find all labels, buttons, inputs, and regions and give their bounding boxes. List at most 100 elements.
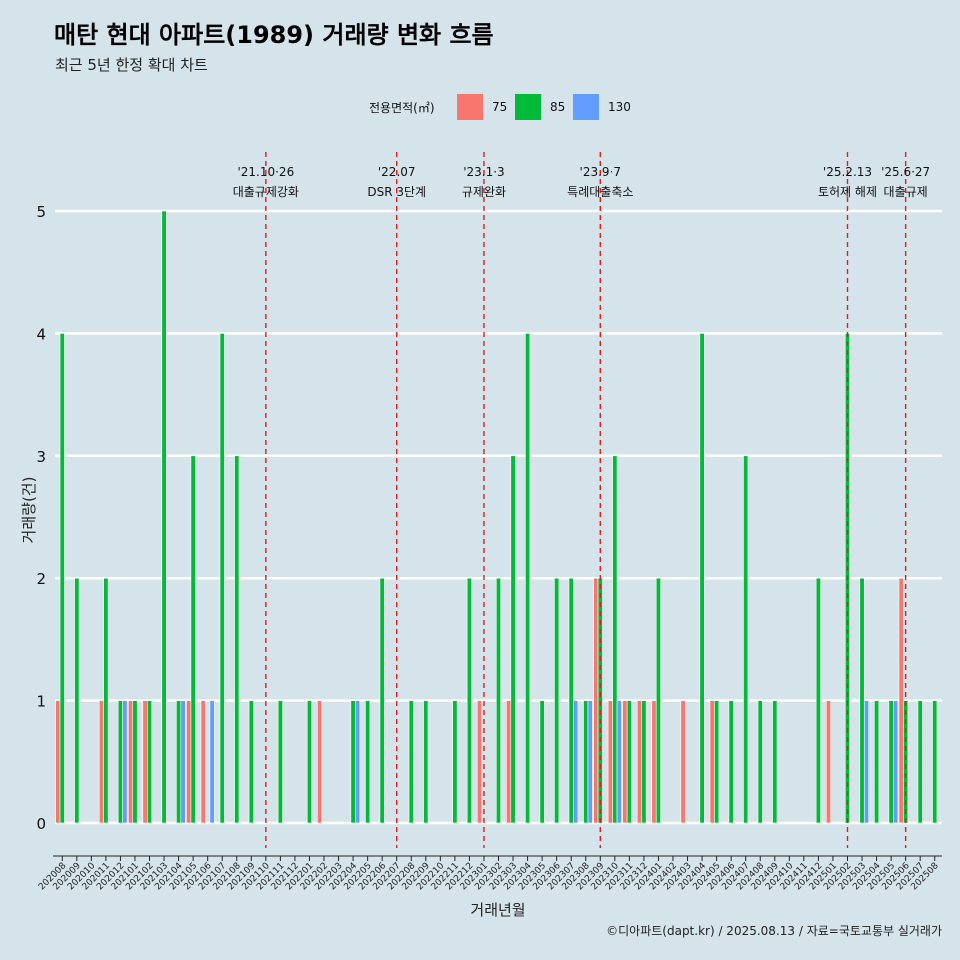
y-tick-label: 1 xyxy=(36,693,46,711)
chart-title: 매탄 현대 아파트(1989) 거래량 변화 흐름 xyxy=(54,21,494,49)
event-label: 토허제 해제 xyxy=(818,185,877,199)
bar xyxy=(176,700,182,824)
y-tick-label: 4 xyxy=(36,325,46,343)
bar xyxy=(893,700,899,824)
bar xyxy=(626,700,632,824)
bar xyxy=(132,700,138,824)
bar xyxy=(317,700,323,824)
bar xyxy=(825,700,832,824)
bar xyxy=(772,700,778,824)
bar xyxy=(554,577,560,824)
bar xyxy=(219,333,225,824)
bar xyxy=(476,700,483,824)
bar xyxy=(142,700,148,824)
bar xyxy=(863,700,870,824)
event-label: 대출규제강화 xyxy=(233,185,299,199)
bar xyxy=(190,455,196,824)
chart-caption: ©디아파트(dapt.kr) / 2025.08.13 / 자료=국토교통부 실… xyxy=(606,924,942,938)
x-axis-label: 거래년월 xyxy=(470,901,525,919)
bar xyxy=(74,577,80,824)
bar xyxy=(757,700,763,824)
event-date: '25.2.13 xyxy=(823,165,872,179)
y-tick-label: 5 xyxy=(36,203,46,221)
bar xyxy=(743,455,749,824)
y-tick-label: 3 xyxy=(36,448,46,466)
y-tick-label: 0 xyxy=(36,815,46,833)
bar xyxy=(506,700,512,824)
bar xyxy=(636,700,642,824)
bar xyxy=(651,700,657,824)
bar xyxy=(917,700,923,824)
bar xyxy=(248,700,254,824)
bar xyxy=(622,700,628,824)
event-date: '25.6·27 xyxy=(881,165,930,179)
event-label: 대출규제 xyxy=(884,185,928,199)
event-annotations: '21.10·26 대출규제강화 '22.07 DSR 3단계 '23.1·3 규제완화 '… xyxy=(233,152,930,848)
bar xyxy=(607,700,613,824)
bar xyxy=(103,577,109,824)
bar xyxy=(452,700,458,824)
event-label: 규제완화 xyxy=(462,185,506,199)
bar xyxy=(306,700,312,824)
bar xyxy=(612,455,618,824)
bar xyxy=(365,700,371,824)
bar xyxy=(616,700,622,824)
bar xyxy=(898,577,904,824)
bar xyxy=(655,577,661,824)
legend-swatch xyxy=(457,94,483,120)
bar xyxy=(539,700,545,824)
bars xyxy=(55,210,938,824)
bar xyxy=(709,700,715,824)
bar xyxy=(200,700,206,824)
bar xyxy=(859,577,865,824)
bar xyxy=(510,455,516,824)
bar xyxy=(117,700,123,824)
bar xyxy=(525,333,531,824)
bar xyxy=(583,700,589,824)
bar xyxy=(568,577,574,824)
bar xyxy=(350,700,356,824)
bar xyxy=(466,577,472,824)
bar xyxy=(55,700,61,824)
bar xyxy=(714,700,720,824)
bar xyxy=(593,577,599,824)
bar xyxy=(874,700,880,824)
event-date: '21.10·26 xyxy=(237,165,294,179)
legend: 75 85 130 xyxy=(457,94,631,120)
legend-label: 75 xyxy=(492,100,507,114)
legend-label: 85 xyxy=(550,100,565,114)
bar xyxy=(495,577,502,824)
legend-title: 전용면적(㎡) xyxy=(369,101,435,115)
bar xyxy=(379,577,385,824)
bar xyxy=(888,700,894,824)
bar xyxy=(641,700,647,824)
bar xyxy=(122,700,128,824)
event-date: '22.07 xyxy=(378,165,416,179)
y-axis-label: 거래량(건) xyxy=(20,477,38,544)
bar xyxy=(146,700,153,824)
event-date: '23.9·7 xyxy=(580,165,621,179)
bar xyxy=(408,700,414,824)
event-date: '23.1·3 xyxy=(463,165,504,179)
bar xyxy=(728,700,734,824)
bar xyxy=(699,333,705,824)
legend-swatch xyxy=(573,94,599,120)
bar xyxy=(59,333,65,824)
bar xyxy=(355,700,361,824)
chart-subtitle: 최근 5년 한정 확대 차트 xyxy=(55,56,208,74)
bar xyxy=(277,700,283,824)
event-label: 특례대출축소 xyxy=(567,185,633,199)
event-label: DSR 3단계 xyxy=(367,185,426,199)
bar xyxy=(161,210,167,824)
bar xyxy=(186,700,192,824)
bar xyxy=(587,700,593,824)
y-tick-label: 2 xyxy=(36,570,46,588)
bar xyxy=(234,455,240,824)
bar xyxy=(932,700,938,824)
legend-label: 130 xyxy=(608,100,631,114)
bar xyxy=(423,700,429,824)
bar xyxy=(573,700,579,824)
bar xyxy=(98,700,104,824)
